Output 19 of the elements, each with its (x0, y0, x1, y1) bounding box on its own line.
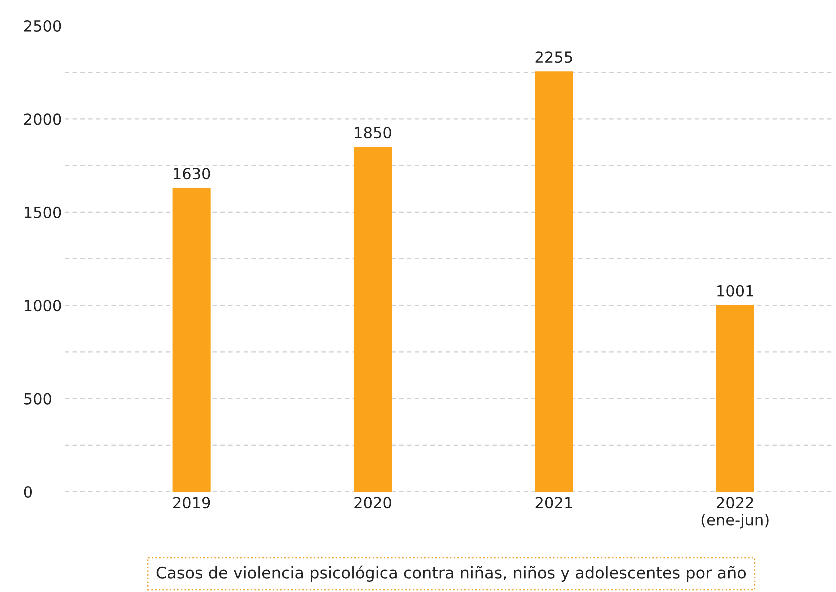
y-tick-label: 500 (24, 393, 52, 405)
text: Casos de violencia psicológica contra niñas, niños y adolescentes por año (156, 566, 746, 582)
x-tick-label: 2022 (ene-jun) (702, 497, 769, 529)
y-tick-label: 2000 (24, 114, 62, 126)
y-tick-label: 1000 (25, 300, 62, 312)
x-tick-label: 2021 (536, 497, 572, 509)
x-tick-label: 2019 (174, 497, 210, 509)
bar (716, 305, 754, 492)
bar (535, 72, 574, 492)
data-label: 1001 (718, 285, 754, 297)
y-tick-label: 0 (24, 486, 32, 498)
x-tick-label: 2020 (354, 497, 392, 509)
data-label: 2255 (536, 52, 572, 64)
bar (354, 147, 392, 492)
data-label: 1630 (174, 168, 210, 180)
bar (172, 188, 211, 492)
y-tick-label: 2500 (24, 20, 62, 32)
y-tick-label: 1500 (25, 206, 62, 218)
data-label: 1850 (355, 127, 392, 139)
